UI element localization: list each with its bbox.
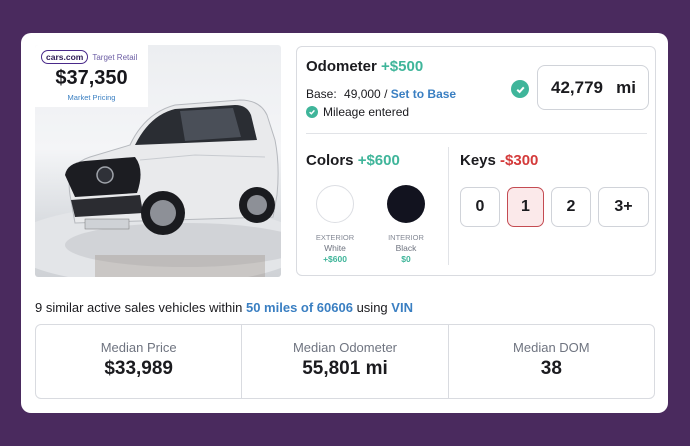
target-retail-price: $37,350 <box>55 67 128 89</box>
keys-option-1[interactable]: 1 <box>507 187 544 227</box>
exterior-caption: EXTERIOR <box>315 233 355 242</box>
colors-heading: Colors +$600 <box>306 152 400 169</box>
exterior-color-info: EXTERIOR White +$600 <box>305 232 365 265</box>
mileage-status-text: Mileage entered <box>323 105 410 119</box>
cars-com-logo: cars.com <box>41 50 89 64</box>
stat-label: Median DOM <box>513 340 590 355</box>
exterior-color-name: White <box>324 243 346 253</box>
divider <box>448 147 449 265</box>
radius-link[interactable]: 50 miles of 60606 <box>245 300 353 315</box>
badge-header: cars.com Target Retail <box>41 50 137 64</box>
mileage-status: Mileage entered <box>306 105 409 119</box>
colors-title: Colors <box>306 152 354 169</box>
similar-prefix: 9 similar active sales vehicles within <box>35 300 243 315</box>
market-stats: Median Price $33,989 Median Odometer 55,… <box>35 324 655 399</box>
stat-median-odometer: Median Odometer 55,801 mi <box>241 325 447 398</box>
target-retail-badge: cars.com Target Retail $37,350 Market Pr… <box>35 45 148 107</box>
similar-vehicles-line: 9 similar active sales vehicles within 5… <box>35 300 413 315</box>
stat-value: 55,801 mi <box>302 358 388 379</box>
exterior-color-swatch[interactable] <box>316 185 354 223</box>
interior-caption: INTERIOR <box>388 233 424 242</box>
vin-link[interactable]: VIN <box>391 300 413 315</box>
interior-color-swatch[interactable] <box>387 185 425 223</box>
interior-adjustment: $0 <box>401 254 411 264</box>
odometer-heading: Odometer +$500 <box>306 58 423 75</box>
stat-median-dom: Median DOM 38 <box>447 325 654 398</box>
check-circle-icon <box>511 80 529 98</box>
base-mileage-line: Base: 49,000 / Set to Base <box>306 87 456 101</box>
stat-label: Median Price <box>100 340 177 355</box>
suv-image <box>35 99 281 277</box>
exterior-adjustment: +$600 <box>323 254 347 264</box>
check-circle-icon <box>306 106 318 118</box>
odometer-input[interactable]: 42,779 mi <box>537 65 649 110</box>
similar-using: using <box>356 300 388 315</box>
stat-median-price: Median Price $33,989 <box>36 325 241 398</box>
keys-heading: Keys -$300 <box>460 152 538 169</box>
keys-option-3plus[interactable]: 3+ <box>598 187 649 227</box>
stat-value: $33,989 <box>104 358 173 379</box>
keys-adjustment: -$300 <box>500 152 539 169</box>
stat-value: 38 <box>540 358 562 379</box>
adjustments-panel: Odometer +$500 Base: 49,000 / Set to Bas… <box>296 46 656 276</box>
base-label: Base: <box>306 87 337 101</box>
interior-color-info: INTERIOR Black $0 <box>376 232 436 265</box>
odometer-adjustment: +$500 <box>381 58 424 75</box>
colors-adjustment: +$600 <box>357 152 400 169</box>
keys-title: Keys <box>460 152 496 169</box>
interior-color-name: Black <box>395 243 417 253</box>
target-retail-label: Target Retail <box>92 52 138 62</box>
keys-option-2[interactable]: 2 <box>551 187 591 227</box>
odometer-value: 42,779 <box>551 77 603 97</box>
vehicle-photo: cars.com Target Retail $37,350 Market Pr… <box>35 45 281 277</box>
set-to-base-link[interactable]: Set to Base <box>390 87 457 101</box>
divider <box>306 133 647 134</box>
stat-label: Median Odometer <box>292 340 398 355</box>
base-value: 49,000 / <box>344 87 388 101</box>
market-pricing-caption: Market Pricing <box>67 93 116 102</box>
odometer-unit: mi <box>616 77 636 97</box>
vehicle-appraisal-card: cars.com Target Retail $37,350 Market Pr… <box>21 33 668 413</box>
keys-option-0[interactable]: 0 <box>460 187 500 227</box>
odometer-title: Odometer <box>306 58 377 75</box>
